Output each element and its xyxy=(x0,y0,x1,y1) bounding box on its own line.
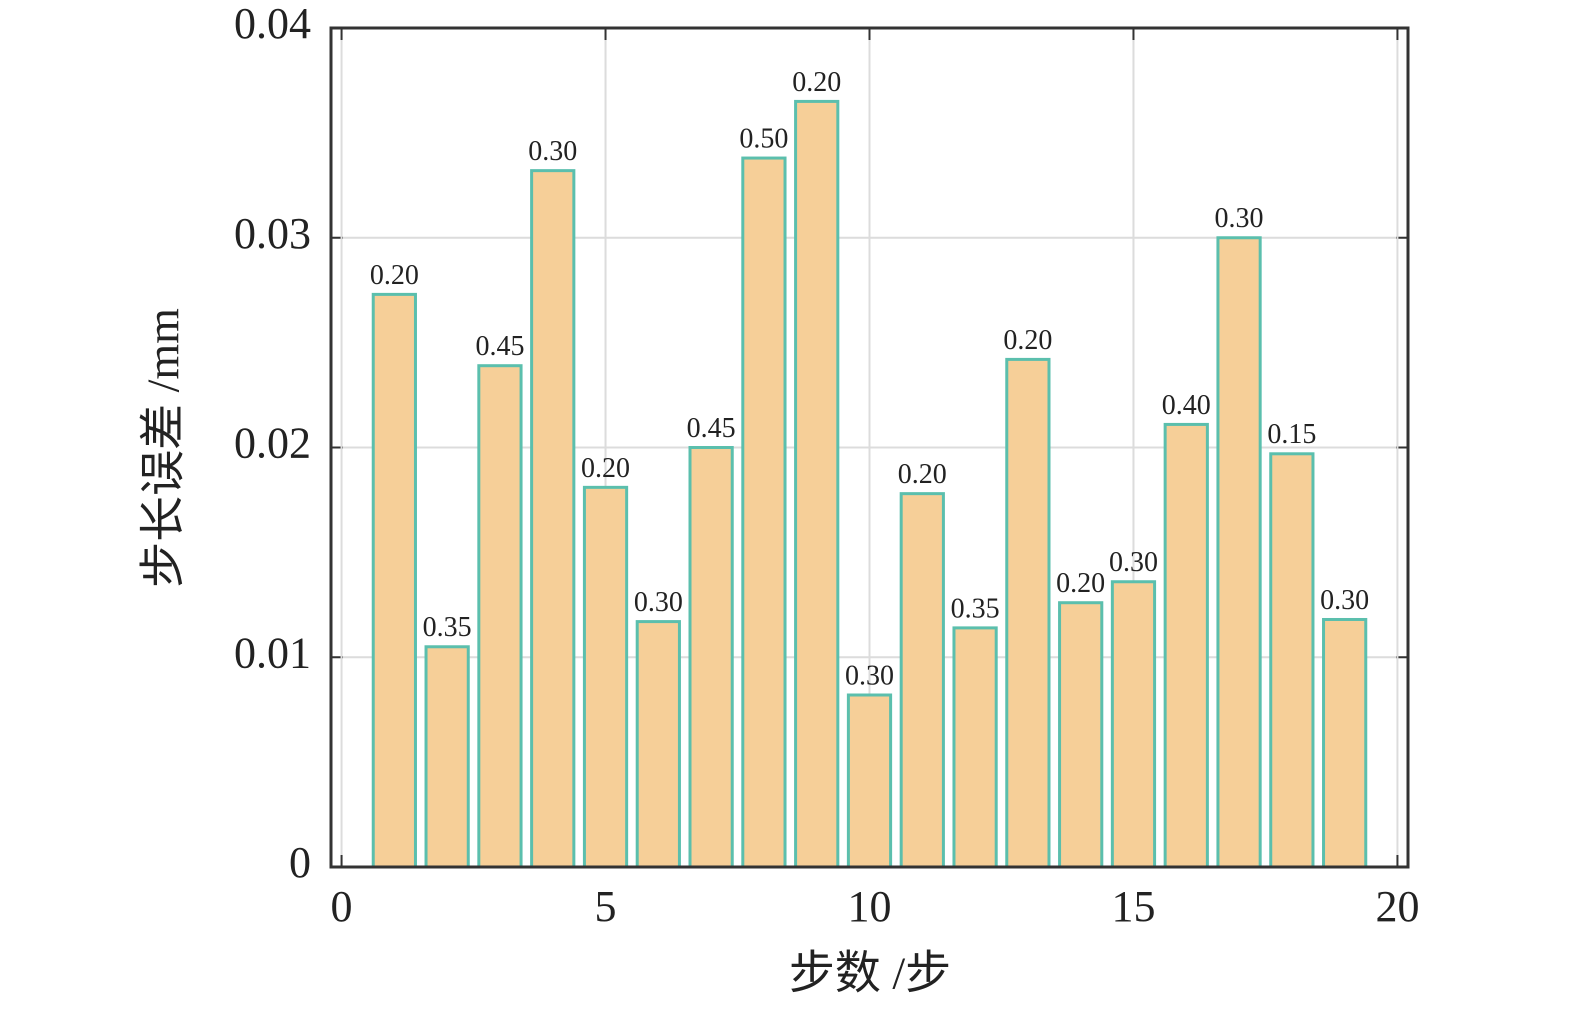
y-tick-label: 0.04 xyxy=(234,0,311,48)
bar xyxy=(635,620,681,869)
bar xyxy=(688,446,734,869)
bar xyxy=(477,364,523,869)
bar-label: 0.30 xyxy=(1320,585,1369,616)
bar xyxy=(1216,236,1262,869)
bar-label: 0.30 xyxy=(634,587,683,618)
bar-label: 0.45 xyxy=(475,331,524,362)
bar-label: 0.20 xyxy=(1056,568,1105,599)
bar-label: 0.30 xyxy=(845,660,894,691)
bar xyxy=(1269,452,1315,869)
bar xyxy=(899,492,945,869)
bar xyxy=(1322,617,1368,869)
bar xyxy=(846,693,893,869)
bar-label: 0.40 xyxy=(1162,390,1211,421)
bar-label: 0.20 xyxy=(370,260,419,291)
y-axis-label: 步长误差 /mm xyxy=(138,308,189,588)
bar-label: 0.20 xyxy=(792,67,841,98)
bar xyxy=(1163,422,1209,869)
x-tick-label: 10 xyxy=(848,882,892,931)
bar xyxy=(371,292,417,869)
plot-frame xyxy=(329,26,1410,869)
bar-label: 0.20 xyxy=(898,459,947,490)
bar xyxy=(794,99,840,869)
bar-label: 0.45 xyxy=(687,413,736,444)
bar xyxy=(952,626,998,869)
bar-label: 0.35 xyxy=(951,593,1000,624)
bar-label: 0.35 xyxy=(423,612,472,643)
bar-label: 0.30 xyxy=(1109,547,1158,578)
bar-label: 0.30 xyxy=(1215,203,1264,234)
bar xyxy=(1110,580,1157,869)
bar xyxy=(530,169,576,869)
x-tick-label: 15 xyxy=(1111,882,1155,931)
bar-label: 0.20 xyxy=(581,453,630,484)
y-tick-label: 0.01 xyxy=(234,628,311,677)
bar xyxy=(1058,601,1104,869)
y-tick-label: 0 xyxy=(289,838,311,887)
bar xyxy=(1005,357,1051,869)
bar xyxy=(582,485,629,869)
bar xyxy=(424,645,470,869)
y-tick-label: 0.03 xyxy=(234,209,311,258)
x-axis-label: 步数 /步 xyxy=(789,948,951,999)
bar-label: 0.30 xyxy=(528,136,577,167)
x-tick-label: 0 xyxy=(331,882,353,931)
bar-label: 0.50 xyxy=(739,123,788,154)
bar-label: 0.20 xyxy=(1003,325,1052,356)
bar xyxy=(741,156,787,869)
y-tick-label: 0.02 xyxy=(234,419,311,468)
x-tick-label: 20 xyxy=(1375,882,1419,931)
x-tick-label: 5 xyxy=(595,882,617,931)
bar-label: 0.15 xyxy=(1267,419,1316,450)
